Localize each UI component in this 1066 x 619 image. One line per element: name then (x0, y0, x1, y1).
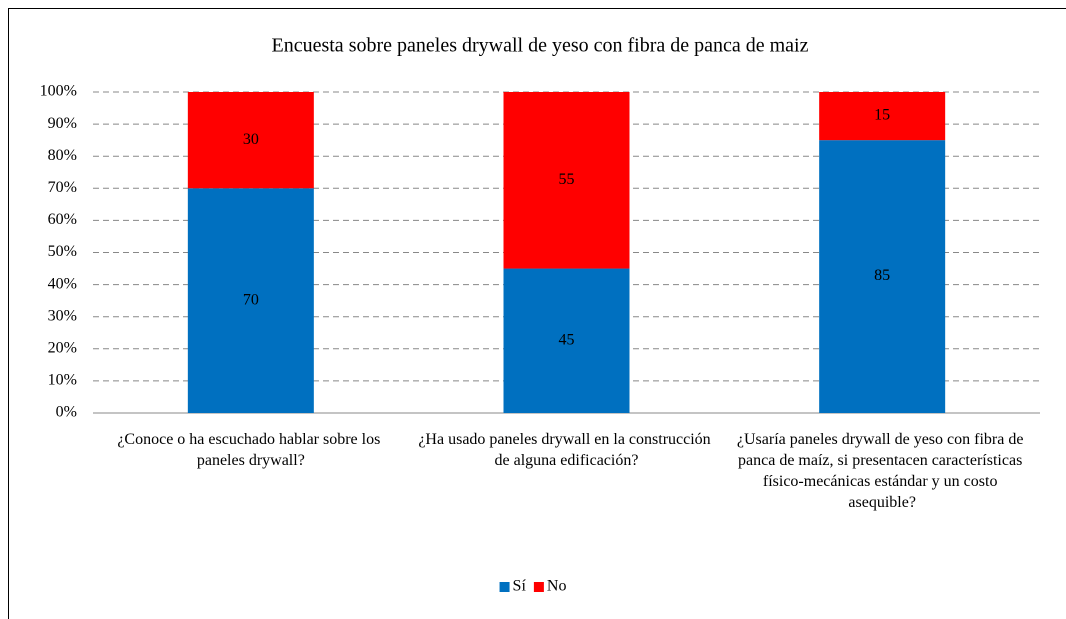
y-tick-label: 80% (48, 147, 77, 164)
y-tick-label: 100% (40, 83, 77, 100)
y-tick-label: 40% (48, 275, 77, 292)
data-label: 30 (243, 131, 259, 148)
legend-swatch (499, 582, 510, 592)
legend-swatch (533, 582, 544, 592)
chart-title: Encuesta sobre paneles drywall de yeso c… (272, 35, 809, 57)
legend-label: No (547, 578, 567, 595)
data-label: 55 (559, 171, 575, 188)
y-tick-label: 50% (48, 243, 77, 260)
bar-segment (819, 140, 946, 413)
bar-segment (819, 92, 946, 141)
bar-segment (187, 92, 314, 189)
data-label: 85 (874, 267, 890, 284)
y-tick-label: 10% (48, 372, 77, 389)
x-tick-label: ¿Ha usado paneles drywall en la construc… (418, 431, 714, 469)
x-tick-label: ¿Conoce o ha escuchado hablar sobre los … (117, 431, 384, 469)
y-tick-label: 70% (48, 179, 77, 196)
bar-segment (503, 268, 630, 413)
bar-segment (187, 188, 314, 413)
data-label: 70 (243, 291, 259, 308)
data-label: 45 (559, 331, 575, 348)
legend-label: Sí (513, 578, 527, 595)
x-tick-label: ¿Usaría paneles drywall de yeso con fibr… (737, 431, 1028, 511)
y-tick-label: 20% (48, 339, 77, 356)
y-tick-label: 30% (48, 307, 77, 324)
data-label: 15 (874, 107, 890, 124)
y-tick-label: 90% (48, 115, 77, 132)
y-tick-label: 0% (56, 404, 77, 421)
legend-item: No (533, 578, 567, 595)
y-tick-label: 60% (48, 211, 77, 228)
legend-item: Sí (499, 578, 527, 595)
frame (8, 8, 1066, 619)
bar-segment (503, 92, 630, 269)
